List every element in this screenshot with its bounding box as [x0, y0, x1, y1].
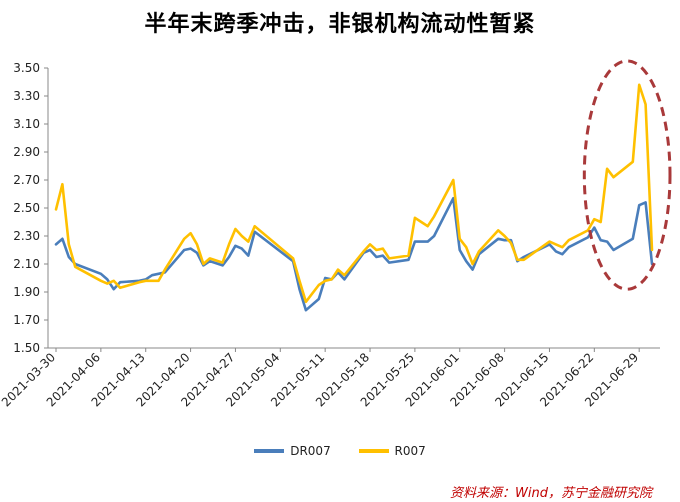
y-tick-label: 1.70 [13, 313, 40, 327]
series-line-dr007 [54, 196, 654, 312]
chart-legend: DR007 R007 [0, 442, 680, 458]
series-layer [54, 83, 654, 312]
y-tick-label: 2.30 [13, 229, 40, 243]
y-tick-label: 1.90 [13, 285, 40, 299]
y-tick-label: 2.70 [13, 173, 40, 187]
series-line-r007 [54, 83, 654, 304]
y-tick-label: 2.90 [13, 145, 40, 159]
legend-item-dr007: DR007 [254, 444, 331, 458]
legend-label-dr007: DR007 [290, 444, 331, 458]
highlight-layer [582, 59, 672, 291]
y-tick-label: 3.50 [13, 61, 40, 75]
legend-label-r007: R007 [394, 444, 426, 458]
y-tick-label: 3.10 [13, 117, 40, 131]
y-tick-label: 2.10 [13, 257, 40, 271]
highlight-ellipse [582, 59, 672, 291]
legend-item-r007: R007 [358, 444, 426, 458]
chart-title: 半年末跨季冲击，非银机构流动性暂紧 [144, 12, 536, 37]
chart-axes: 1.50 1.70 1.90 2.10 2.30 2.50 2.70 2.90 3.10 3.30… [0, 61, 660, 409]
legend-swatch-r007 [358, 449, 389, 453]
source-note: 资料来源：Wind，苏宁金融研究院 [450, 486, 652, 501]
legend-swatch-dr007 [254, 449, 285, 453]
y-tick-label: 2.50 [13, 201, 40, 215]
y-tick-label: 1.50 [13, 341, 40, 355]
y-tick-label: 3.30 [13, 89, 40, 103]
